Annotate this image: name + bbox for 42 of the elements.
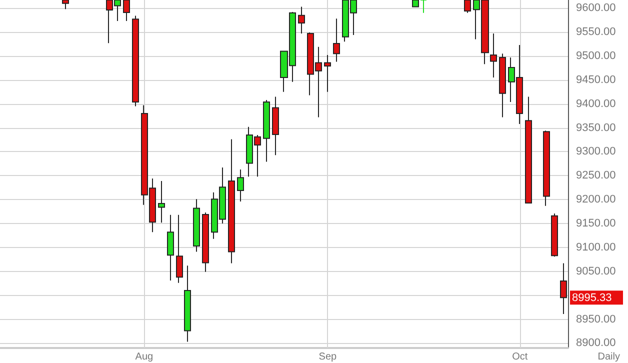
y-tick-label: 9600.00 <box>576 2 616 14</box>
candlestick <box>167 214 174 282</box>
candlestick <box>272 96 279 156</box>
y-tick-label: 9500.00 <box>576 50 616 62</box>
candlestick <box>158 180 165 224</box>
candlestick <box>176 214 183 284</box>
y-tick-label: 9250.00 <box>576 170 616 182</box>
candlestick <box>324 54 331 92</box>
y-tick-label: 9550.00 <box>576 26 616 38</box>
candlestick <box>525 96 532 204</box>
candlestick <box>228 138 235 264</box>
y-tick-label: 9300.00 <box>576 146 616 158</box>
candlestick <box>333 18 340 62</box>
candlestick <box>202 212 209 272</box>
candlestick <box>237 168 244 202</box>
y-tick-label: 9050.00 <box>576 265 616 278</box>
text: 8995.33 <box>572 292 612 304</box>
y-tick-label: 9350.00 <box>576 122 616 134</box>
candlestick <box>464 0 471 14</box>
y-tick-label: 9100.00 <box>576 241 616 254</box>
candlestick <box>551 212 558 258</box>
x-tick-label: Oct <box>512 352 528 362</box>
y-tick-label: 8950.00 <box>576 313 616 326</box>
candlestick <box>298 6 305 34</box>
text: Daily <box>598 352 620 362</box>
candlestick <box>193 198 200 252</box>
candlestick <box>123 0 130 22</box>
x-tick-label: Sep <box>318 352 338 362</box>
x-tick-label: Aug <box>135 352 154 362</box>
y-tick-label: 9450.00 <box>576 74 616 86</box>
y-tick-label: 8900.00 <box>576 337 616 350</box>
candlestick <box>560 262 567 315</box>
candlestick <box>62 0 69 10</box>
y-tick-label: 9200.00 <box>576 194 616 206</box>
candlestick <box>543 130 550 206</box>
candlestick <box>490 33 497 78</box>
y-tick-label: 9150.00 <box>576 218 616 230</box>
candlestick <box>132 15 139 107</box>
candlestick <box>184 265 191 342</box>
candlestick <box>263 100 270 162</box>
y-tick-label: 9400.00 <box>576 98 616 110</box>
candlestick <box>499 53 506 118</box>
